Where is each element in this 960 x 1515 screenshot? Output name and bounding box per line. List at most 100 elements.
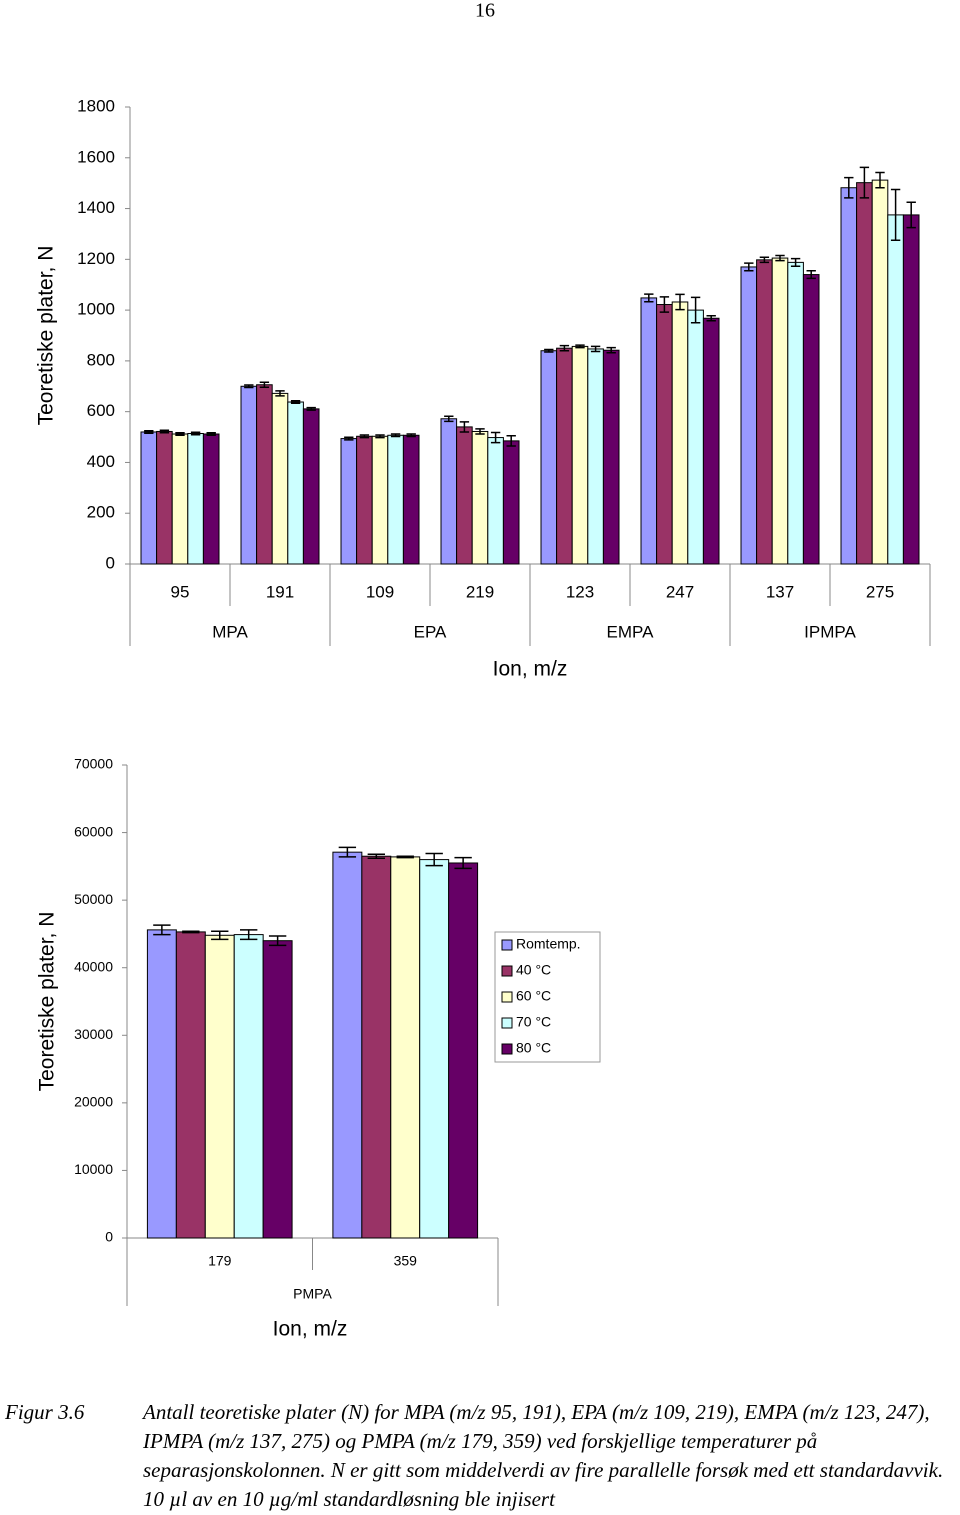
bar bbox=[387, 434, 404, 565]
error-bar bbox=[259, 381, 270, 389]
bar bbox=[587, 348, 604, 565]
group-label: PMPA bbox=[293, 1286, 332, 1302]
bar bbox=[456, 426, 473, 565]
error-bar bbox=[459, 421, 470, 433]
y-tick-label: 30000 bbox=[74, 1026, 113, 1042]
figure: 16 0 200 400 600 800 1000 1200 1400 1600 1800 95 19… bbox=[35, 0, 931, 1341]
y-tick-label: 0 bbox=[105, 1229, 113, 1245]
error-bar bbox=[190, 431, 201, 436]
bar bbox=[140, 431, 158, 565]
error-bar bbox=[659, 296, 670, 313]
error-bar bbox=[444, 415, 454, 423]
bar bbox=[502, 440, 520, 565]
y-axis-label: Teoretiske plater, N bbox=[35, 246, 58, 426]
y-tick-label: 70000 bbox=[74, 756, 113, 772]
error-bar bbox=[344, 436, 354, 441]
bar bbox=[271, 392, 289, 565]
error-bar bbox=[875, 171, 885, 189]
error-bar bbox=[606, 346, 616, 354]
bar bbox=[702, 317, 720, 565]
bar bbox=[256, 384, 273, 565]
bar bbox=[146, 929, 177, 1239]
bar bbox=[487, 437, 504, 565]
bar bbox=[671, 301, 689, 565]
caption-text: Antall teoretiske plater (N) for MPA (m/… bbox=[143, 1400, 944, 1511]
y-tick-label: 1800 bbox=[77, 96, 115, 115]
bar bbox=[287, 401, 304, 565]
y-tick-label: 1400 bbox=[77, 198, 115, 217]
x-tick-label: 275 bbox=[866, 582, 894, 601]
bar bbox=[175, 931, 206, 1239]
error-bar bbox=[590, 345, 601, 353]
group-label: EMPA bbox=[607, 622, 655, 641]
error-bar bbox=[425, 852, 443, 867]
bar bbox=[740, 266, 758, 565]
bar bbox=[440, 418, 458, 565]
y-tick-label: 1000 bbox=[77, 300, 115, 319]
y-axis-label: Teoretiske plater, N bbox=[36, 912, 59, 1092]
bar bbox=[390, 856, 421, 1239]
bar bbox=[602, 349, 620, 565]
error-bar bbox=[182, 930, 200, 934]
y-tick-label: 0 bbox=[106, 553, 115, 572]
bar bbox=[556, 347, 573, 565]
legend-label: 60 °C bbox=[516, 988, 551, 1004]
x-tick-label: 109 bbox=[366, 582, 394, 601]
bar bbox=[156, 430, 173, 565]
error-bar bbox=[306, 406, 316, 411]
y-tick-label: 800 bbox=[87, 350, 115, 369]
error-bar bbox=[144, 429, 154, 434]
error-bar bbox=[890, 188, 901, 242]
bar bbox=[871, 179, 889, 565]
y-tick-label: 20000 bbox=[74, 1094, 113, 1110]
error-bar bbox=[338, 846, 357, 858]
bar bbox=[540, 350, 558, 565]
bar bbox=[640, 297, 658, 565]
y-tick-label: 50000 bbox=[74, 891, 113, 907]
bar bbox=[787, 261, 804, 565]
error-bar bbox=[359, 434, 370, 439]
error-bar bbox=[153, 924, 171, 936]
bar bbox=[332, 851, 363, 1239]
bar bbox=[361, 855, 392, 1239]
error-bar bbox=[375, 434, 385, 439]
legend-swatch bbox=[501, 1043, 513, 1055]
x-axis-label: Ion, m/z bbox=[493, 658, 568, 681]
bar bbox=[202, 433, 220, 565]
bar bbox=[371, 435, 389, 565]
y-tick-label: 400 bbox=[87, 452, 115, 471]
x-tick-label: 219 bbox=[466, 582, 494, 601]
bar bbox=[887, 214, 904, 565]
group-label: IPMPA bbox=[804, 622, 856, 641]
error-bar bbox=[396, 855, 414, 859]
bar bbox=[471, 430, 489, 565]
legend-label: 70 °C bbox=[516, 1014, 551, 1030]
bar bbox=[187, 433, 204, 565]
error-bar bbox=[706, 314, 716, 322]
bar bbox=[802, 274, 820, 565]
bar bbox=[756, 259, 773, 565]
error-bar bbox=[390, 433, 401, 438]
bar bbox=[771, 257, 789, 565]
error-bar bbox=[575, 344, 585, 349]
y-tick-label: 10000 bbox=[74, 1161, 113, 1177]
x-tick-label: 123 bbox=[566, 582, 594, 601]
x-tick-label: 359 bbox=[394, 1253, 418, 1269]
x-tick-label: 179 bbox=[208, 1253, 232, 1269]
error-bar bbox=[290, 399, 301, 405]
legend-swatch bbox=[501, 991, 513, 1003]
y-tick-label: 1200 bbox=[77, 249, 115, 268]
error-bar bbox=[475, 428, 485, 435]
error-bar bbox=[367, 853, 385, 859]
x-tick-label: 247 bbox=[666, 582, 694, 601]
legend-label: 80 °C bbox=[516, 1040, 551, 1056]
caption-label: Figur 3.6 bbox=[5, 1400, 85, 1424]
error-bar bbox=[806, 270, 816, 280]
bar bbox=[262, 940, 293, 1239]
error-bar bbox=[744, 262, 754, 272]
error-bar bbox=[644, 293, 654, 303]
legend-swatch bbox=[501, 1017, 513, 1029]
legend-box bbox=[494, 931, 601, 1063]
error-bar bbox=[175, 431, 185, 437]
